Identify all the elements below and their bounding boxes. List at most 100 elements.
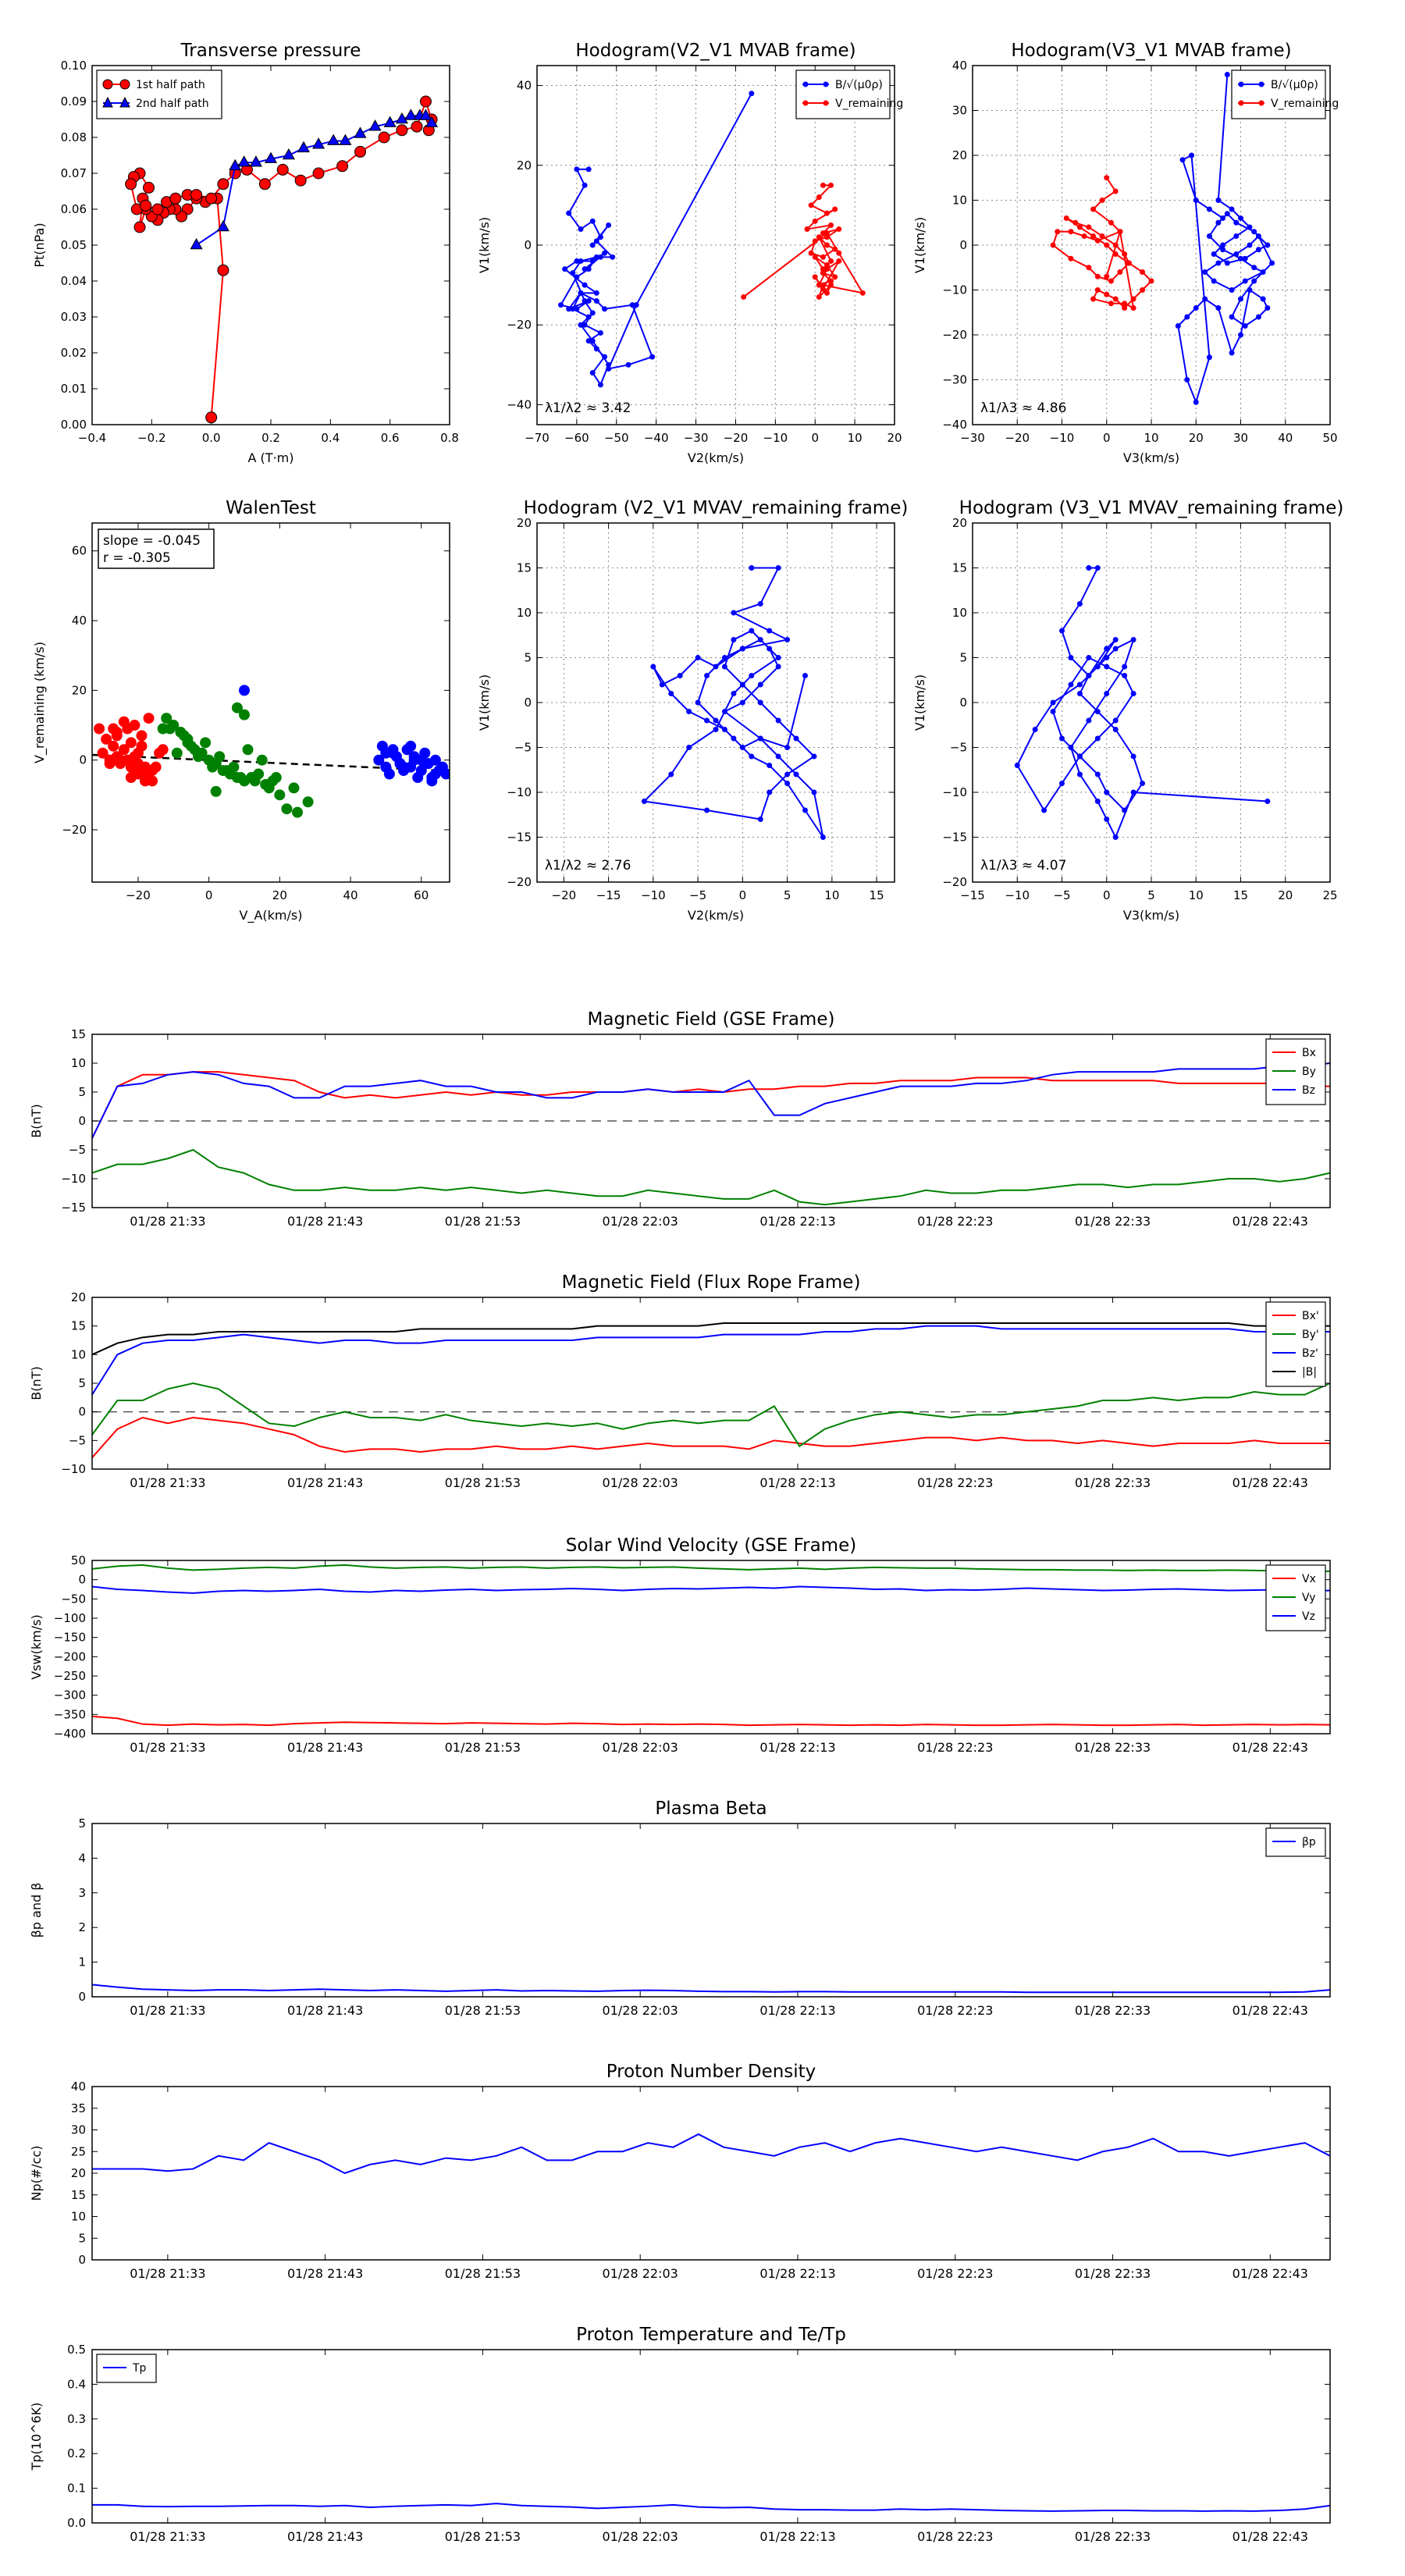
data-point (1076, 681, 1083, 688)
data-point (593, 238, 599, 244)
plot-frame (91, 522, 450, 883)
data-point (229, 158, 242, 171)
data-point (133, 221, 146, 233)
x-tick-label: 5 (784, 888, 791, 902)
data-point (1094, 287, 1101, 293)
data-point (394, 758, 406, 770)
plot-frame (91, 1034, 1331, 1208)
data-point (589, 370, 596, 376)
data-point (249, 155, 262, 167)
data-point (327, 133, 340, 145)
y-tick-label: −30 (942, 373, 967, 387)
x-tick-label: 01/28 21:53 (445, 1740, 521, 1755)
y-tick-label: 0.01 (61, 382, 87, 396)
data-point (823, 242, 830, 248)
y-tick-label: −20 (942, 328, 967, 342)
y-axis-label: Np(#/cc) (29, 2146, 44, 2201)
data-point (606, 361, 612, 368)
data-point (739, 681, 745, 688)
data-point (1175, 323, 1181, 329)
x-tick-label: 20 (1278, 888, 1293, 902)
x-tick-label: 10 (848, 431, 863, 445)
x-axis-label: V2(km/s) (688, 450, 744, 465)
data-point (200, 737, 212, 749)
data-point (1193, 197, 1199, 203)
data-point (597, 254, 603, 260)
legend-label: Bz (1302, 1084, 1315, 1097)
data-point (597, 234, 603, 240)
x-axis-label: V3(km/s) (1123, 450, 1179, 465)
data-point (1260, 296, 1266, 302)
data-point (425, 116, 439, 127)
data-point (1041, 807, 1048, 813)
data-point (140, 775, 151, 787)
data-point (574, 306, 580, 312)
y-tick-label: 1 (78, 1955, 86, 1969)
x-tick-label: 15 (1233, 888, 1248, 902)
data-point (378, 131, 390, 144)
y-axis-label: V1(km/s) (912, 217, 927, 273)
y-tick-label: 20 (517, 516, 532, 530)
data-point (1104, 646, 1110, 652)
series-line-0 (130, 98, 433, 418)
series-group (94, 685, 450, 818)
eigenvalue-ratio-label: λ1/λ2 ≈ 2.76 (545, 858, 631, 873)
data-point (411, 120, 423, 133)
chart-title: Transverse pressure (180, 41, 361, 61)
data-point (1255, 314, 1261, 320)
y-tick-label: −250 (54, 1669, 86, 1683)
data-point (775, 565, 781, 571)
data-point (1112, 242, 1119, 248)
x-tick-label: 01/28 22:13 (759, 2529, 835, 2544)
data-point (802, 673, 808, 678)
y-axis-label: V1(km/s) (477, 674, 492, 731)
plot-frame (91, 1823, 1331, 1998)
y-tick-label: 15 (71, 1319, 86, 1333)
data-point (104, 758, 116, 770)
x-tick-label: 01/28 22:13 (759, 2266, 835, 2281)
series-group (1014, 565, 1271, 840)
y-tick-label: 0.08 (61, 130, 87, 144)
legend-marker (1258, 100, 1264, 106)
series-line-1 (91, 1382, 1331, 1448)
data-point (154, 747, 165, 759)
data-point (118, 716, 130, 728)
data-point (205, 411, 218, 424)
data-point (641, 799, 647, 804)
data-point (820, 266, 826, 272)
data-point (1255, 247, 1261, 253)
data-point (1233, 233, 1240, 239)
data-point (1247, 287, 1253, 293)
data-point (812, 218, 818, 224)
data-point (793, 735, 799, 742)
y-tick-label: 10 (71, 2210, 86, 2224)
data-point (171, 747, 183, 759)
data-point (1059, 781, 1065, 786)
data-point (1130, 637, 1136, 642)
x-tick-label: 01/28 21:43 (287, 1740, 363, 1755)
x-tick-label: 01/28 21:53 (445, 2266, 521, 2281)
data-point (1055, 229, 1061, 235)
x-tick-label: 40 (1278, 431, 1293, 445)
y-tick-label: 0 (959, 696, 967, 710)
data-point (820, 282, 826, 288)
y-tick-label: −5 (950, 741, 967, 755)
data-point (1130, 691, 1136, 696)
data-point (1059, 628, 1065, 634)
data-point (1063, 215, 1069, 221)
data-point (292, 806, 304, 818)
x-tick-label: 0.4 (321, 431, 340, 445)
data-point (558, 302, 564, 308)
x-tick-label: −20 (126, 888, 151, 902)
data-point (802, 807, 808, 813)
x-tick-label: 0.2 (261, 431, 280, 445)
data-point (1130, 305, 1136, 311)
x-tick-label: 25 (1322, 888, 1337, 902)
data-point (1094, 771, 1101, 777)
legend-marker (802, 81, 809, 87)
x-tick-label: 01/28 22:43 (1232, 2003, 1308, 2018)
data-point (216, 219, 229, 232)
data-point (281, 803, 293, 815)
data-point (1104, 817, 1110, 822)
data-point (288, 782, 300, 794)
